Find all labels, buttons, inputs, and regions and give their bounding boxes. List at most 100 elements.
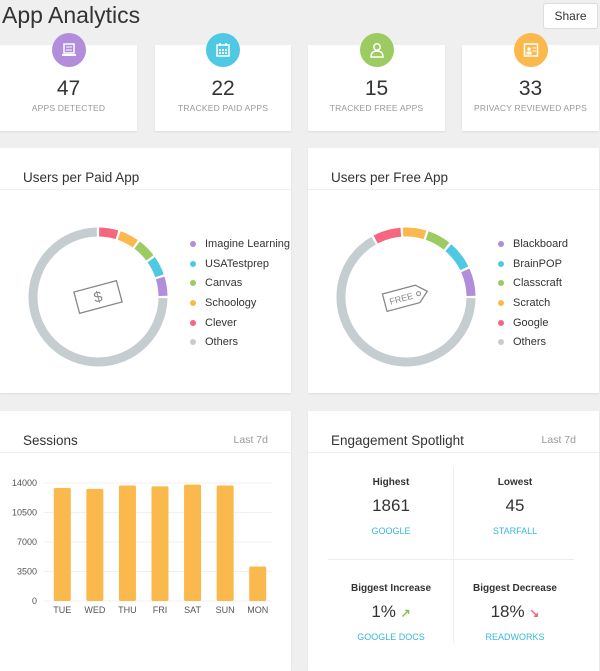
- label: Biggest Increase: [350, 583, 432, 594]
- paid-legend: Imagine Learning USATestprep Canvas Schoolo…: [190, 234, 290, 352]
- value: 18%: [490, 602, 525, 621]
- engagement-spotlight-card: Engagement Spotlight Last 7d Highest 1861…: [308, 411, 599, 671]
- card-title: Users per Free App: [331, 170, 449, 185]
- donut-slice-google[interactable]: [373, 227, 402, 244]
- legend-dot: [498, 299, 504, 306]
- donut-slice-usatestprep[interactable]: [147, 257, 164, 278]
- paid-apps-card: Users per Paid App $ Imagine Learning USA…: [0, 148, 291, 393]
- stat-value: 47: [56, 77, 81, 100]
- legend-label: Clever: [205, 316, 237, 329]
- card-title: Engagement Spotlight: [331, 433, 464, 448]
- legend-label: BrainPOP: [513, 257, 562, 270]
- legend-label: Canvas: [205, 277, 243, 290]
- bar-wed[interactable]: [86, 488, 104, 601]
- share-button[interactable]: Share: [543, 3, 598, 29]
- x-tick-label: SAT: [184, 605, 201, 615]
- legend-item[interactable]: Google: [498, 313, 568, 333]
- stat-card: 22 TRACKED PAID APPS: [155, 33, 291, 131]
- value: 45: [505, 496, 525, 515]
- value: 1861: [372, 496, 410, 515]
- svg-text:FREE: FREE: [388, 291, 414, 307]
- legend-item[interactable]: Others: [190, 332, 290, 352]
- card-title: Sessions: [23, 433, 78, 448]
- arrow-up-right-icon: ↗: [400, 606, 411, 620]
- legend-dot: [498, 240, 504, 247]
- legend-item[interactable]: Classcraft: [498, 273, 568, 293]
- donut-slice-scratch[interactable]: [402, 227, 427, 240]
- legend-item[interactable]: USATestprep: [190, 254, 290, 274]
- legend-item[interactable]: Imagine Learning: [190, 234, 290, 254]
- legend-item[interactable]: BrainPOP: [498, 254, 568, 274]
- legend-label: Others: [205, 336, 239, 349]
- donut-slice-others[interactable]: [336, 236, 476, 367]
- user-icon: [359, 33, 394, 67]
- legend-dot: [190, 280, 196, 287]
- legend-dot: [498, 339, 504, 346]
- y-tick-label: 7000: [17, 537, 37, 547]
- donut-slice-blackboard[interactable]: [461, 268, 476, 297]
- app-link[interactable]: GOOGLE DOCS: [357, 632, 425, 642]
- legend-label: Google: [513, 316, 549, 329]
- x-tick-label: SUN: [216, 605, 235, 615]
- donut-slice-classcraft[interactable]: [425, 231, 450, 250]
- donut-slice-brainpop[interactable]: [445, 244, 469, 271]
- stat-value: 22: [211, 77, 235, 100]
- range-label[interactable]: Last 7d: [233, 434, 268, 446]
- stat-card: 15 TRACKED FREE APPS: [308, 33, 445, 131]
- x-tick-label: TUE: [53, 605, 71, 615]
- bar-tue[interactable]: [53, 488, 71, 601]
- stat-label: APPS DETECTED: [31, 103, 106, 113]
- legend-item[interactable]: Schoology: [190, 293, 290, 313]
- sessions-bar-chart: 0 3500 7000 10500 14000 TUE WED THU FRI SAT SUN MON: [12, 478, 272, 615]
- legend-item[interactable]: Others: [498, 332, 568, 352]
- legend-item[interactable]: Blackboard: [498, 234, 568, 254]
- spotlight-increase: Biggest Increase 1% ↗ GOOGLE DOCS: [331, 583, 451, 642]
- free-apps-card: Users per Free App FREE Blackboard BrainP…: [308, 148, 599, 393]
- paid-donut-chart: $: [28, 227, 168, 367]
- legend-item[interactable]: Scratch: [498, 293, 568, 313]
- card-title: Users per Paid App: [23, 170, 140, 185]
- bar-thu[interactable]: [118, 485, 136, 601]
- label: Highest: [372, 477, 410, 488]
- donut-slice-clever[interactable]: [98, 227, 119, 240]
- legend-dot: [498, 280, 504, 287]
- stat-label: PRIVACY REVIEWED APPS: [473, 103, 587, 113]
- legend-item[interactable]: Clever: [190, 313, 290, 333]
- app-link[interactable]: GOOGLE: [371, 526, 411, 536]
- legend-dot: [190, 240, 196, 247]
- free-donut-chart: FREE: [336, 227, 476, 367]
- legend-label: Imagine Learning: [205, 237, 291, 250]
- app-link[interactable]: STARFALL: [492, 526, 538, 536]
- y-tick-label: 0: [32, 596, 37, 606]
- y-tick-label: 3500: [17, 567, 37, 577]
- spotlight-highest: Highest 1861 GOOGLE: [331, 477, 451, 536]
- legend-item[interactable]: Canvas: [190, 273, 290, 293]
- price-tag-icon: FREE: [381, 284, 429, 313]
- x-tick-label: THU: [118, 605, 137, 615]
- legend-label: Others: [513, 336, 547, 349]
- spotlight-decrease: Biggest Decrease 18% ↘ READWORKS: [455, 583, 575, 642]
- legend-dot: [190, 319, 196, 326]
- legend-label: Classcraft: [513, 277, 562, 290]
- legend-dot: [190, 339, 196, 346]
- bar-mon[interactable]: [249, 566, 267, 601]
- donut-slice-imagine-learning[interactable]: [155, 276, 168, 297]
- legend-dot: [498, 260, 504, 267]
- bar-sun[interactable]: [216, 485, 234, 601]
- laptop-icon: [51, 33, 86, 67]
- app-link[interactable]: READWORKS: [485, 632, 545, 642]
- legend-label: Scratch: [513, 296, 551, 309]
- spotlight-lowest: Lowest 45 STARFALL: [455, 477, 575, 536]
- arrow-down-right-icon: ↘: [529, 606, 540, 620]
- legend-dot: [190, 260, 196, 267]
- sessions-card: Sessions Last 7d 0 3500 7000 10500 14000 TUE WE…: [0, 411, 291, 671]
- range-label[interactable]: Last 7d: [541, 434, 576, 446]
- bar-fri[interactable]: [151, 486, 169, 601]
- label: Biggest Decrease: [473, 583, 557, 594]
- legend-label: USATestprep: [205, 257, 269, 270]
- donut-slice-others[interactable]: [28, 227, 168, 367]
- donut-slice-schoology[interactable]: [117, 231, 138, 248]
- bar-sat[interactable]: [184, 484, 202, 601]
- donut-slice-canvas[interactable]: [134, 241, 154, 261]
- y-tick-label: 14000: [12, 478, 37, 488]
